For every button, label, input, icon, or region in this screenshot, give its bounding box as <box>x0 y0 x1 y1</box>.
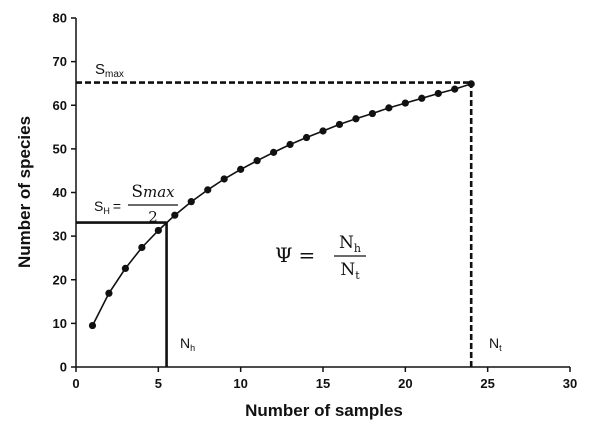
y-tick-label: 30 <box>53 229 67 244</box>
data-point <box>319 127 327 135</box>
y-tick-label: 70 <box>53 54 67 69</box>
data-point <box>237 165 245 173</box>
s-h-formula: SH = Smax 2 <box>94 182 178 226</box>
data-point <box>302 133 311 142</box>
psi-formula: Ψ = Nh Nt <box>275 233 366 282</box>
data-point <box>434 89 442 98</box>
data-point <box>418 94 426 102</box>
y-tick-label: 50 <box>53 141 67 156</box>
svg-text:2: 2 <box>148 208 158 226</box>
data-point <box>187 198 195 206</box>
data-point <box>105 289 113 297</box>
data-point <box>88 321 97 330</box>
n-t-label: Nt <box>489 335 502 353</box>
s-max-label: Smax <box>95 61 124 80</box>
y-tick-label: 60 <box>53 98 67 113</box>
svg-text:SH=: SH = <box>94 198 121 216</box>
data-point <box>352 115 360 123</box>
y-tick-label: 80 <box>53 11 67 26</box>
y-tick-label: 0 <box>60 360 67 375</box>
x-tick-label: 20 <box>398 376 412 391</box>
x-tick-label: 0 <box>72 376 79 391</box>
data-point <box>385 104 393 112</box>
y-tick-label: 20 <box>53 272 67 287</box>
x-tick-label: 30 <box>563 376 577 391</box>
plot-area: 0 10 20 30 40 50 60 70 80 0 5 10 15 20 25 30 <box>53 11 578 392</box>
svg-text:Nt: Nt <box>340 260 360 282</box>
y-axis-title: Number of species <box>15 116 34 268</box>
data-point <box>171 211 179 219</box>
data-point <box>220 175 228 183</box>
data-point <box>204 186 212 194</box>
y-tick-label: 40 <box>53 185 67 200</box>
data-point <box>121 264 129 273</box>
data-point <box>368 109 376 118</box>
data-point <box>335 120 344 129</box>
y-tick-label: 10 <box>53 316 67 331</box>
n-h-label: Nh <box>180 335 195 353</box>
data-point <box>270 148 278 156</box>
x-tick-label: 10 <box>233 376 247 391</box>
x-tick-label: 25 <box>480 376 494 391</box>
data-point <box>138 243 146 252</box>
data-point <box>286 140 294 149</box>
svg-text:Smax: Smax <box>131 182 175 202</box>
svg-text:Nh: Nh <box>339 233 361 255</box>
x-tick-label: 15 <box>316 376 330 391</box>
data-point <box>154 226 162 235</box>
data-point <box>467 80 475 88</box>
data-point <box>451 85 459 93</box>
svg-text:Ψ=: Ψ = <box>275 243 315 267</box>
data-point <box>401 99 409 107</box>
x-tick-label: 5 <box>155 376 162 391</box>
x-axis-title: Number of samples <box>245 401 403 420</box>
data-point <box>253 157 261 165</box>
